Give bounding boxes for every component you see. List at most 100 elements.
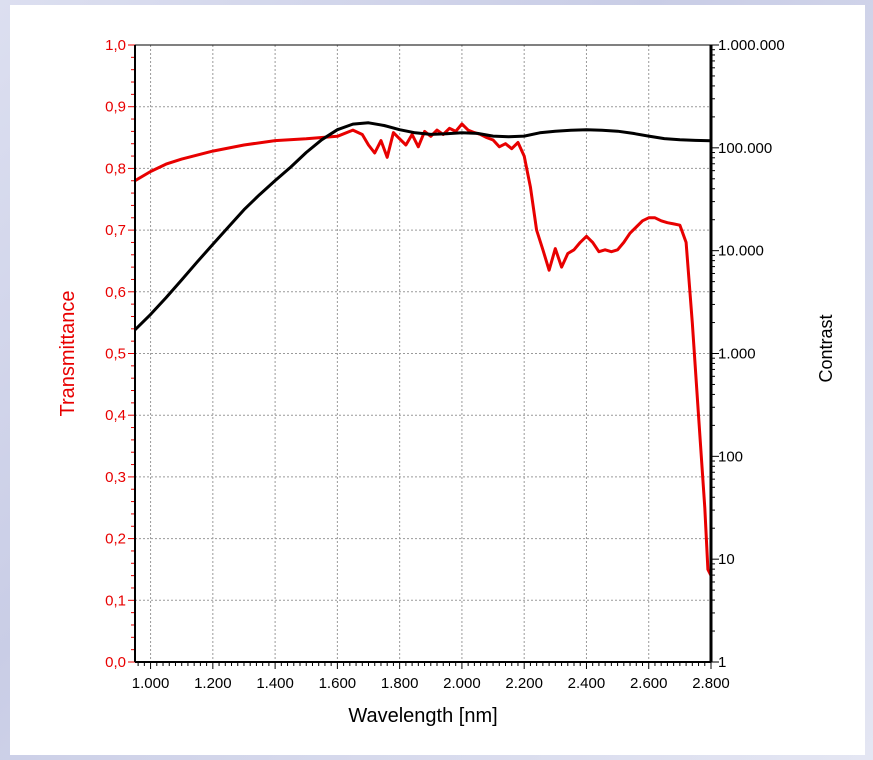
contrast-point bbox=[180, 279, 183, 281]
left-tick-label: 1,0 bbox=[105, 37, 126, 54]
left-tick-label: 0,2 bbox=[105, 531, 126, 548]
x-tick-label: 1.000 bbox=[132, 675, 170, 692]
contrast-point bbox=[694, 139, 697, 142]
transmittance-contrast-chart: 1.000 1.200 1.400 1.600 1.800 2.000 2.200 2.400… bbox=[57, 37, 836, 727]
contrast-point bbox=[601, 129, 603, 132]
right-tick-label: 100 bbox=[718, 448, 743, 465]
contrast-point bbox=[212, 243, 214, 246]
transmittance-point bbox=[510, 147, 513, 150]
left-tick-label: 0,8 bbox=[105, 160, 126, 177]
transmittance-point bbox=[212, 150, 214, 152]
contrast-point bbox=[430, 133, 432, 136]
contrast-point bbox=[679, 138, 681, 141]
contrast-point bbox=[274, 179, 276, 182]
transmittance-point bbox=[165, 163, 167, 165]
left-tick-label: 0,6 bbox=[105, 284, 126, 301]
contrast-point bbox=[289, 166, 292, 168]
contrast-point bbox=[196, 261, 199, 263]
transmittance-point bbox=[629, 232, 631, 234]
x-tick-label: 1.200 bbox=[194, 675, 232, 692]
transmittance-point bbox=[704, 507, 706, 509]
contrast-point bbox=[336, 128, 339, 131]
transmittance-point bbox=[573, 249, 575, 251]
transmittance-point bbox=[641, 220, 644, 222]
transmittance-point bbox=[579, 241, 581, 244]
x-axis-title: Wavelength [nm] bbox=[348, 705, 497, 727]
transmittance-point bbox=[367, 144, 370, 146]
transmittance-point bbox=[411, 133, 413, 136]
transmittance-point bbox=[610, 250, 613, 253]
transmittance-point bbox=[486, 136, 488, 139]
left-axis-title: Transmittance bbox=[57, 291, 79, 417]
transmittance-point bbox=[336, 135, 339, 138]
contrast-point bbox=[149, 313, 152, 316]
x-tick-label: 1.400 bbox=[256, 675, 294, 692]
right-tick-label: 1 bbox=[718, 654, 726, 671]
contrast-point bbox=[352, 123, 354, 125]
contrast-point bbox=[663, 137, 666, 140]
transmittance-point bbox=[685, 241, 687, 244]
transmittance-point bbox=[616, 249, 619, 251]
transmittance-point bbox=[679, 224, 681, 226]
contrast-point bbox=[305, 151, 308, 154]
transmittance-point bbox=[504, 142, 507, 145]
x-tick-label: 1.600 bbox=[319, 675, 357, 692]
transmittance-point bbox=[417, 146, 420, 148]
transmittance-point bbox=[274, 139, 276, 142]
transmittance-point bbox=[542, 249, 544, 251]
transmittance-point bbox=[548, 269, 550, 272]
contrast-point bbox=[367, 122, 370, 124]
grid bbox=[135, 45, 711, 662]
contrast-point bbox=[383, 124, 385, 127]
contrast-point bbox=[445, 133, 448, 135]
transmittance-point bbox=[567, 252, 569, 255]
transmittance-point bbox=[467, 129, 469, 131]
contrast-point bbox=[243, 208, 245, 211]
transmittance-point bbox=[560, 266, 563, 268]
left-tick-label: 0,9 bbox=[105, 99, 126, 116]
contrast-point bbox=[398, 128, 401, 131]
transmittance-point bbox=[554, 247, 557, 250]
transmittance-point bbox=[423, 130, 426, 133]
x-tick-label: 2.400 bbox=[568, 675, 606, 692]
transmittance-point bbox=[392, 131, 395, 134]
contrast-point bbox=[461, 132, 463, 134]
transmittance-point bbox=[591, 241, 594, 244]
left-tick-label: 0,7 bbox=[105, 222, 126, 239]
series-layer bbox=[133, 121, 713, 577]
contrast-point bbox=[632, 132, 634, 135]
right-tick-label: 1.000 bbox=[718, 346, 756, 363]
transmittance-point bbox=[405, 144, 407, 146]
transmittance-point bbox=[448, 127, 451, 130]
transmittance-point bbox=[305, 138, 308, 140]
contrast-point bbox=[554, 130, 557, 132]
contrast-point bbox=[539, 132, 541, 134]
contrast-point bbox=[523, 135, 525, 137]
transmittance-point bbox=[666, 221, 669, 224]
transmittance-point bbox=[697, 414, 700, 417]
contrast-point bbox=[227, 226, 230, 228]
left-tick-label: 0,3 bbox=[105, 469, 126, 486]
contrast-point bbox=[165, 296, 167, 299]
contrast-point bbox=[414, 132, 417, 134]
x-tick-label: 2.800 bbox=[692, 675, 730, 692]
transmittance-point bbox=[361, 133, 364, 136]
x-tick-label: 2.000 bbox=[443, 675, 481, 692]
right-tick-label: 10 bbox=[718, 551, 735, 568]
chart-panel: 1.000 1.200 1.400 1.600 1.800 2.000 2.200 2.400… bbox=[10, 5, 865, 755]
transmittance-point bbox=[180, 158, 183, 160]
right-axis-title: Contrast bbox=[816, 314, 836, 382]
transmittance-point bbox=[535, 229, 538, 231]
transmittance-point bbox=[672, 223, 675, 225]
transmittance-point bbox=[373, 152, 376, 154]
right-tick-label: 10.000 bbox=[718, 243, 764, 260]
transmittance-point bbox=[149, 170, 152, 173]
contrast-point bbox=[321, 138, 323, 141]
transmittance-point bbox=[604, 249, 606, 251]
transmittance-point bbox=[492, 139, 494, 141]
transmittance-point bbox=[691, 321, 694, 324]
transmittance-point bbox=[707, 568, 709, 571]
transmittance-point bbox=[529, 186, 532, 188]
transmittance-point bbox=[654, 217, 656, 219]
transmittance-point bbox=[498, 146, 501, 148]
